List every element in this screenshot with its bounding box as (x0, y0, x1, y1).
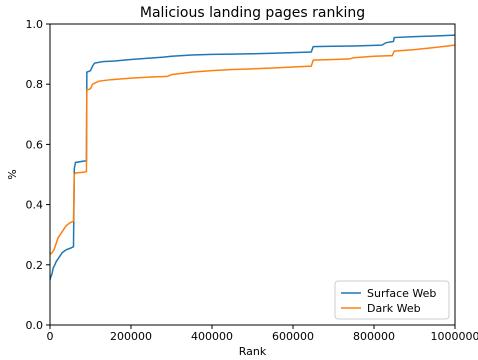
legend-label-dark-web: Dark Web (367, 302, 421, 315)
x-tick-label: 400000 (191, 330, 233, 343)
chart-title: Malicious landing pages ranking (140, 5, 365, 21)
x-tick-label: 200000 (110, 330, 152, 343)
plot-area (49, 34, 456, 281)
x-axis-ticks: 0 200000 400000 600000 800000 1000000 (47, 325, 478, 343)
y-tick-label: 0.4 (26, 199, 44, 212)
y-tick-label: 1.0 (26, 18, 44, 31)
legend: Surface Web Dark Web (334, 280, 450, 320)
series-line-dark-web (49, 44, 456, 255)
y-axis-ticks: 0.0 0.2 0.4 0.6 0.8 1.0 (26, 18, 50, 332)
series-line-surface-web (49, 34, 456, 281)
y-axis-label: % (6, 169, 19, 179)
y-tick-label: 0.8 (26, 78, 44, 91)
y-tick-label: 0.0 (26, 319, 44, 332)
x-tick-label: 1000000 (431, 330, 478, 343)
legend-box (334, 280, 450, 320)
y-tick-label: 0.6 (26, 138, 44, 151)
x-axis-label: Rank (239, 345, 267, 358)
x-tick-label: 0 (47, 330, 54, 343)
plot-frame (49, 23, 456, 326)
legend-label-surface-web: Surface Web (367, 287, 436, 300)
y-tick-label: 0.2 (26, 259, 44, 272)
x-tick-label: 800000 (353, 330, 395, 343)
x-tick-label: 600000 (272, 330, 314, 343)
